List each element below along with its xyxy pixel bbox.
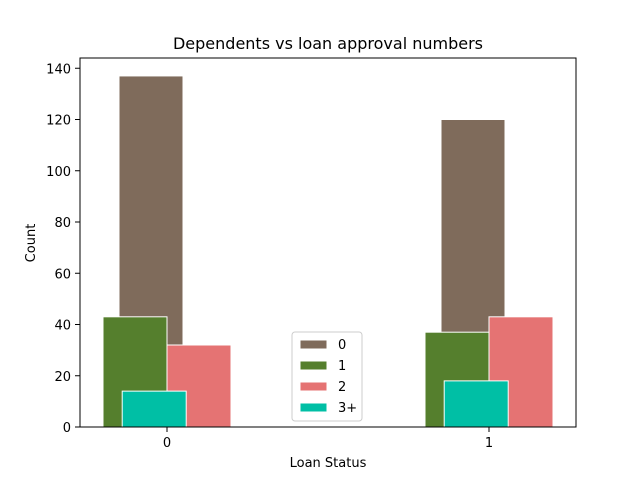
legend-label-4: 3+ (338, 401, 357, 416)
y-tick-label: 40 (54, 319, 71, 334)
legend-swatch-3 (299, 381, 328, 392)
y-axis: 0 20 40 60 80 100 120 140 (46, 62, 80, 436)
bar-series-4-cat-0 (121, 390, 187, 428)
chart-title: Dependents vs loan approval numbers (173, 34, 483, 53)
y-tick-label: 100 (46, 165, 71, 180)
legend-swatch-2 (299, 360, 328, 371)
y-tick-label: 140 (46, 62, 71, 77)
x-axis-label: Loan Status (290, 456, 367, 471)
y-tick-label: 80 (54, 216, 71, 231)
y-tick-label: 0 (63, 421, 71, 436)
legend-label-1: 0 (338, 338, 346, 353)
legend-box (291, 331, 363, 422)
legend-swatch-4 (299, 402, 328, 413)
bars-group (102, 75, 554, 428)
legend-label-2: 1 (338, 359, 346, 374)
legend: 0 1 2 3+ (291, 331, 363, 422)
x-tick-label: 0 (163, 436, 171, 451)
y-tick-label: 120 (46, 114, 71, 129)
plot-frame (79, 57, 577, 428)
legend-swatch-1 (299, 339, 328, 350)
y-axis-label: Count (24, 224, 39, 263)
y-tick-label: 60 (54, 267, 71, 282)
legend-label-3: 2 (338, 380, 346, 395)
x-tick-label: 1 (485, 436, 493, 451)
bar-series-4-cat-1 (443, 380, 509, 428)
y-tick-label: 20 (54, 370, 71, 385)
